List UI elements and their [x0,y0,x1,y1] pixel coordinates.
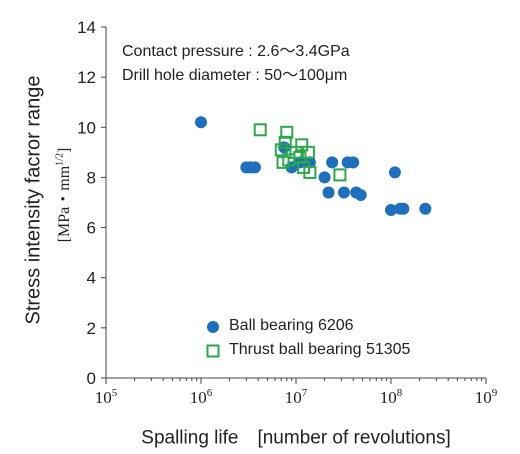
y-tick-label: 8 [87,168,96,187]
ball-bearing-point [195,116,207,129]
thrust-bearing-point [280,125,294,139]
thrust-bearing-point [301,145,315,159]
legend [206,321,220,358]
ball-bearing-point [337,186,350,199]
x-tick-label: 109 [475,387,498,407]
thrust-bearing-point [274,143,288,157]
y-tick-label: 4 [87,269,96,288]
thrust-bearing-point [295,138,309,152]
y-axis-unit: [MPa・mm1/2] [54,147,73,243]
ball-bearing-point [326,156,339,169]
thrust-bearing-point [333,168,347,182]
ball-bearing-point [385,204,397,217]
axes: 0 2 4 6 8 10 12 14 105 106 107 108 109 [77,18,498,407]
legend-label-thrust-ball-bearing: Thrust ball bearing 51305 [229,341,411,358]
y-axis-label: Stress intensity facror range [22,75,45,325]
x-tick-label: 107 [285,387,308,407]
x-tick-label: 108 [380,387,403,407]
data-points [195,116,432,217]
ball-bearing-point [397,202,410,215]
legend-marker-thrust-ball-bearing [206,344,220,358]
ball-bearing-point [419,202,432,215]
y-tick-label: 0 [87,369,96,388]
y-tick-label: 10 [77,118,96,137]
thrust-bearing-point [303,165,317,179]
y-axis-unit-base: MPa・mm [56,165,73,237]
x-tick-label: 106 [190,387,213,407]
y-tick-label: 6 [87,219,96,238]
ball-bearing-point [248,161,261,174]
ball-bearing-point [388,166,401,179]
legend-marker-ball-bearing [207,321,219,333]
ball-bearing-point [318,171,331,184]
ball-bearing-point [347,156,360,169]
annotation-drill-hole: Drill hole diameter : 50～100μm [122,67,348,84]
y-axis-unit-exponent: 1/2 [54,153,66,166]
x-axis-label: Spalling life [number of revolutions] [141,427,451,449]
y-tick-label: 2 [87,319,96,338]
y-tick-label: 14 [77,18,96,37]
y-tick-label: 12 [77,68,96,87]
x-tick-label: 105 [95,387,118,407]
ball-bearing-point [354,188,367,201]
thrust-bearing-point [253,123,267,137]
ball-bearing-point [322,186,335,199]
legend-label-ball-bearing: Ball bearing 6206 [229,317,354,334]
annotation-contact-pressure: Contact pressure : 2.6～3.4GPa [122,43,350,60]
